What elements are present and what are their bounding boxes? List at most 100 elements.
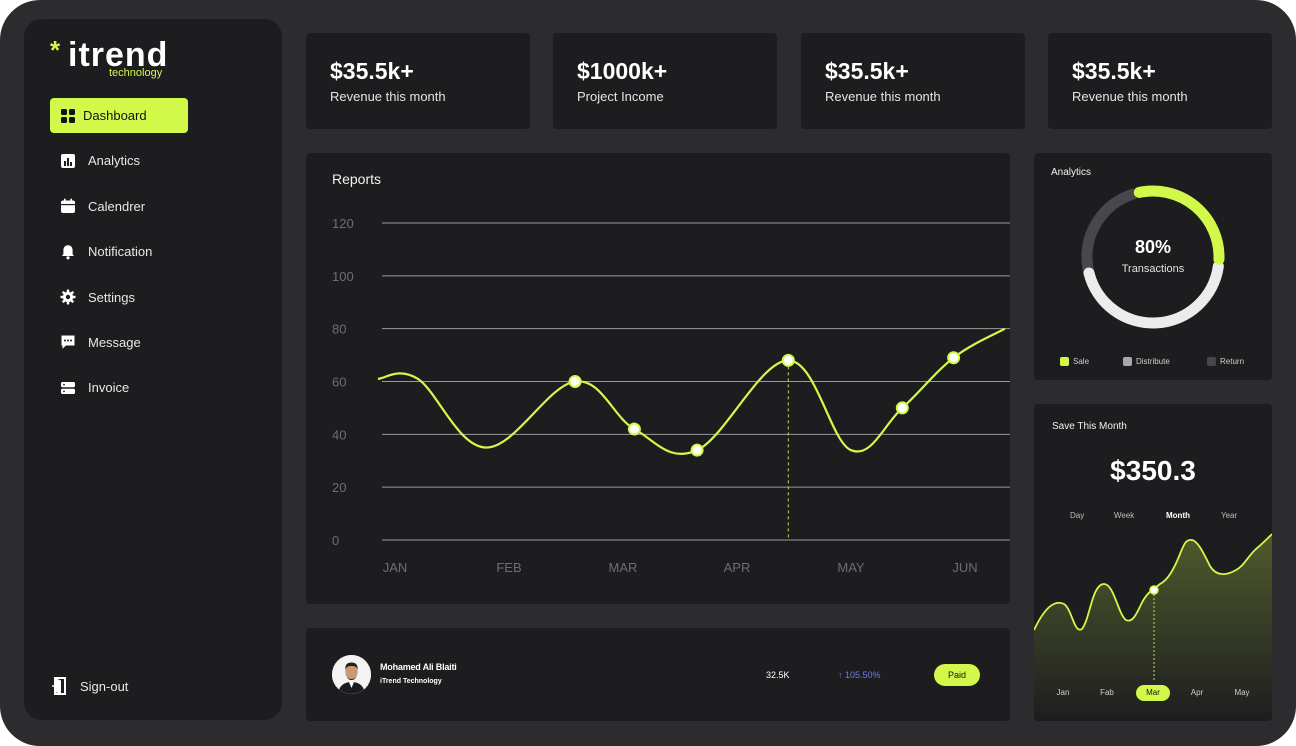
stat-card-revenue-1: $35.5k+ Revenue this month [306, 33, 530, 129]
save-this-month-card: Save This Month $350.3 Day Week Month Ye… [1034, 404, 1272, 721]
data-point[interactable] [947, 351, 961, 365]
customer-company: iTrend Technology [380, 678, 442, 685]
sidebar-item-dashboard[interactable]: Dashboard [50, 98, 188, 133]
analytics-card: Analytics 80% Transactions Sale Distribu… [1034, 153, 1272, 380]
save-title: Save This Month [1052, 421, 1127, 432]
x-tick-label: JUN [952, 560, 977, 575]
y-tick-label: 80 [332, 322, 346, 337]
stat-label: Project Income [577, 89, 664, 104]
reports-title: Reports [332, 171, 382, 187]
x-tick-label: FEB [496, 560, 521, 575]
sidebar-item-analytics[interactable]: Analytics [50, 143, 270, 178]
sidebar-item-settings[interactable]: Settings [50, 280, 270, 315]
growth-value: 105.50% [845, 670, 881, 680]
sidebar-item-label: Analytics [88, 153, 141, 169]
savings-marker[interactable] [1149, 585, 1159, 595]
legend-item-distribute: Distribute [1123, 357, 1170, 366]
period-tab-week[interactable]: Week [1114, 511, 1135, 520]
grid-icon [60, 108, 76, 124]
reports-chart: 120 100 80 60 40 20 0 JAN FEB MAR APR MAY JUN [332, 216, 1010, 575]
bell-icon [60, 244, 76, 260]
reports-card: Reports 120 100 80 60 40 20 0 JAN FEB MAR APR MAY J… [306, 153, 1010, 604]
transactions-donut [1081, 185, 1225, 329]
customer-name: Mohamed Ali Blaiti [380, 662, 457, 672]
chat-icon [60, 334, 76, 350]
donut-segment-distribute [1083, 260, 1224, 329]
stat-value: $35.5k+ [330, 58, 414, 84]
sidebar: * itrend technology Dashboard Analytics [24, 19, 282, 720]
month-feb[interactable]: Fab [1100, 688, 1114, 697]
legend-swatch [1123, 357, 1132, 366]
brand-logo: * itrend technology [50, 36, 210, 99]
legend-label: Return [1220, 357, 1245, 366]
legend-item-sale: Sale [1060, 357, 1089, 366]
arrow-up-icon: ↑ [838, 670, 843, 680]
sidebar-item-label: Message [88, 334, 141, 350]
stat-value: $35.5k+ [825, 58, 909, 84]
data-point[interactable] [690, 443, 704, 457]
y-tick-label: 40 [332, 427, 346, 442]
sidebar-item-invoice[interactable]: Invoice [50, 370, 270, 405]
status-badge[interactable]: Paid [934, 664, 980, 686]
sidebar-item-label: Calendrer [88, 198, 146, 214]
x-tick-label: MAR [609, 560, 638, 575]
donut-caption: Transactions [1121, 263, 1185, 275]
month-may[interactable]: May [1234, 688, 1250, 697]
stat-label: Revenue this month [1072, 89, 1188, 104]
month-apr[interactable]: Apr [1190, 688, 1204, 697]
sidebar-item-message[interactable]: Message [50, 325, 270, 360]
savings-area-fill [1034, 534, 1272, 721]
period-tab-day[interactable]: Day [1070, 511, 1085, 520]
growth-indicator: ↑ 105.50% [838, 670, 881, 680]
month-jan[interactable]: Jan [1056, 688, 1070, 697]
gear-icon [60, 289, 76, 305]
legend-label: Sale [1073, 357, 1090, 366]
donut-percent: 80% [1134, 237, 1172, 257]
brand-tagline: technology [109, 67, 163, 79]
legend-label: Distribute [1136, 357, 1170, 366]
data-point[interactable] [568, 375, 582, 388]
avatar [332, 655, 371, 694]
y-tick-label: 100 [332, 269, 354, 284]
stat-card-project-income: $1000k+ Project Income [553, 33, 777, 129]
data-point[interactable] [781, 353, 795, 367]
signout-button[interactable]: Sign-out [52, 676, 128, 696]
stat-label: Revenue this month [825, 89, 941, 104]
transaction-row[interactable]: Mohamed Ali Blaiti iTrend Technology 32.… [306, 628, 1010, 721]
stat-label: Revenue this month [330, 89, 446, 104]
sidebar-item-label: Dashboard [83, 108, 147, 123]
data-point[interactable] [895, 401, 909, 415]
data-point[interactable] [627, 422, 641, 436]
sidebar-item-notification[interactable]: Notification [50, 234, 270, 269]
sidebar-nav: Dashboard Analytics Calendrer Notificati… [50, 98, 270, 416]
period-tab-month[interactable]: Month [1166, 511, 1190, 520]
y-tick-label: 120 [332, 216, 354, 231]
savings-area-chart [1034, 533, 1272, 721]
stat-card-revenue-3: $35.5k+ Revenue this month [1048, 33, 1272, 129]
x-tick-label: JAN [383, 560, 408, 575]
y-tick-label: 60 [332, 375, 346, 390]
logout-icon [52, 677, 68, 695]
stat-value: $35.5k+ [1072, 58, 1156, 84]
month-mar[interactable]: Mar [1136, 685, 1170, 701]
sidebar-item-label: Invoice [88, 380, 130, 396]
save-amount: $350.3 [1110, 455, 1196, 486]
x-tick-label: MAY [837, 560, 865, 575]
report-series-line [377, 327, 1006, 456]
savings-line [1034, 533, 1272, 631]
donut-segment-return [1081, 188, 1150, 328]
period-tab-year[interactable]: Year [1221, 511, 1238, 520]
calendar-icon [60, 198, 76, 214]
donut-segment-sale [1133, 185, 1225, 265]
analytics-title: Analytics [1051, 167, 1092, 178]
y-tick-label: 20 [332, 480, 346, 495]
signout-label: Sign-out [80, 678, 129, 694]
sidebar-item-label: Settings [88, 289, 135, 305]
y-tick-label: 0 [332, 533, 339, 548]
sidebar-item-calendar[interactable]: Calendrer [50, 189, 270, 224]
legend-swatch [1207, 357, 1216, 366]
legend-item-return: Return [1207, 357, 1244, 366]
x-tick-label: APR [724, 560, 751, 575]
stat-value: $1000k+ [577, 58, 668, 84]
